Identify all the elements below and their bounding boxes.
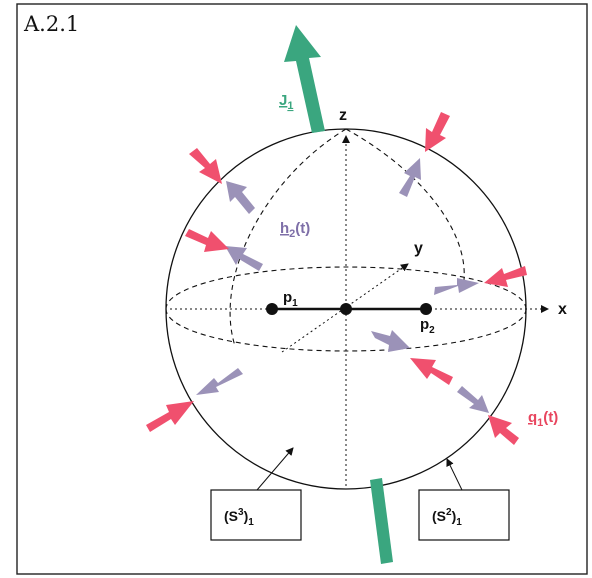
angular-momentum-tail: [370, 478, 393, 564]
purple-arrows: [196, 158, 489, 413]
pink-arrow-top-right: [425, 112, 450, 152]
purple-arrow-left: [225, 246, 263, 271]
s3-pointer: [256, 447, 294, 491]
purple-arrow-bottom-left: [196, 368, 243, 395]
purple-arrow-center-right: [371, 330, 410, 352]
axis-y-label: y: [414, 240, 423, 257]
purple-arrow-bottom-right: [457, 386, 489, 413]
equator-back: [165, 266, 527, 310]
pink-arrow-center-right: [410, 358, 453, 385]
axis-x-label: x: [558, 301, 567, 318]
s2-box: [418, 489, 510, 541]
point-p1: [266, 303, 278, 315]
center-point: [340, 303, 352, 315]
figure-title: A.2.1: [23, 12, 79, 36]
field-h-label: h2(t): [280, 220, 310, 240]
s3-box: [210, 489, 302, 541]
purple-arrow-right: [434, 278, 479, 295]
purple-arrow-top-left: [226, 181, 255, 214]
s2-pointer: [446, 458, 463, 491]
s2-box-label: (S2)1: [432, 507, 462, 528]
purple-arrow-top-right: [399, 158, 421, 197]
angular-momentum-arrow: [284, 25, 325, 133]
angular-momentum-label: J1: [279, 92, 293, 112]
pink-arrow-top-left: [189, 148, 222, 184]
s3-box-label: (S3)1: [224, 507, 254, 528]
meridian-right: [345, 128, 465, 281]
pink-arrow-bottom-left: [146, 401, 194, 432]
point-p2: [420, 303, 432, 315]
pink-arrows: [146, 112, 527, 445]
point-p1-label: p1: [283, 289, 298, 309]
field-q-label: q1(t): [528, 409, 558, 429]
pink-arrow-left: [185, 229, 229, 252]
meridian: [229, 128, 347, 347]
pink-arrow-right: [484, 266, 527, 287]
point-p2-label: p2: [420, 316, 435, 336]
figure-border: [16, 3, 588, 575]
pink-arrow-bottom-right: [488, 415, 519, 445]
axis-z-label: z: [339, 107, 347, 124]
